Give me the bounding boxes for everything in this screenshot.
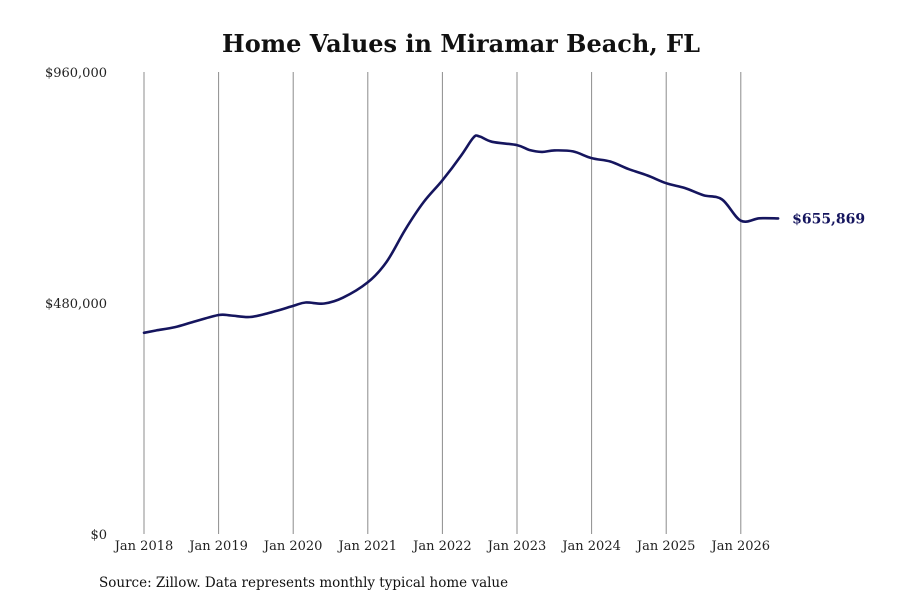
y-tick-label: $960,000 [45, 66, 107, 81]
x-tick-label: Jan 2025 [635, 539, 696, 554]
x-tick-label: Jan 2022 [411, 539, 472, 554]
chart-title: Home Values in Miramar Beach, FL [222, 29, 700, 58]
end-value-label: $655,869 [792, 211, 865, 227]
x-tick-label: Jan 2024 [560, 539, 621, 554]
x-tick-label: Jan 2020 [262, 539, 323, 554]
y-tick-label: $480,000 [45, 297, 107, 312]
y-axis-ticks: $0 $480,000 $960,000 [45, 66, 107, 543]
source-note: Source: Zillow. Data represents monthly … [99, 575, 508, 591]
x-tick-label: Jan 2019 [187, 539, 248, 554]
x-tick-label: Jan 2023 [486, 539, 547, 554]
x-tick-label: Jan 2021 [337, 539, 398, 554]
y-tick-label: $0 [90, 528, 107, 543]
series-line [142, 134, 780, 335]
vertical-grid [143, 72, 742, 534]
x-axis-ticks: Jan 2018 Jan 2019 Jan 2020 Jan 2021 Jan 2022… [113, 539, 770, 554]
x-tick-label: Jan 2026 [710, 539, 771, 554]
x-tick-label: Jan 2018 [113, 539, 174, 554]
